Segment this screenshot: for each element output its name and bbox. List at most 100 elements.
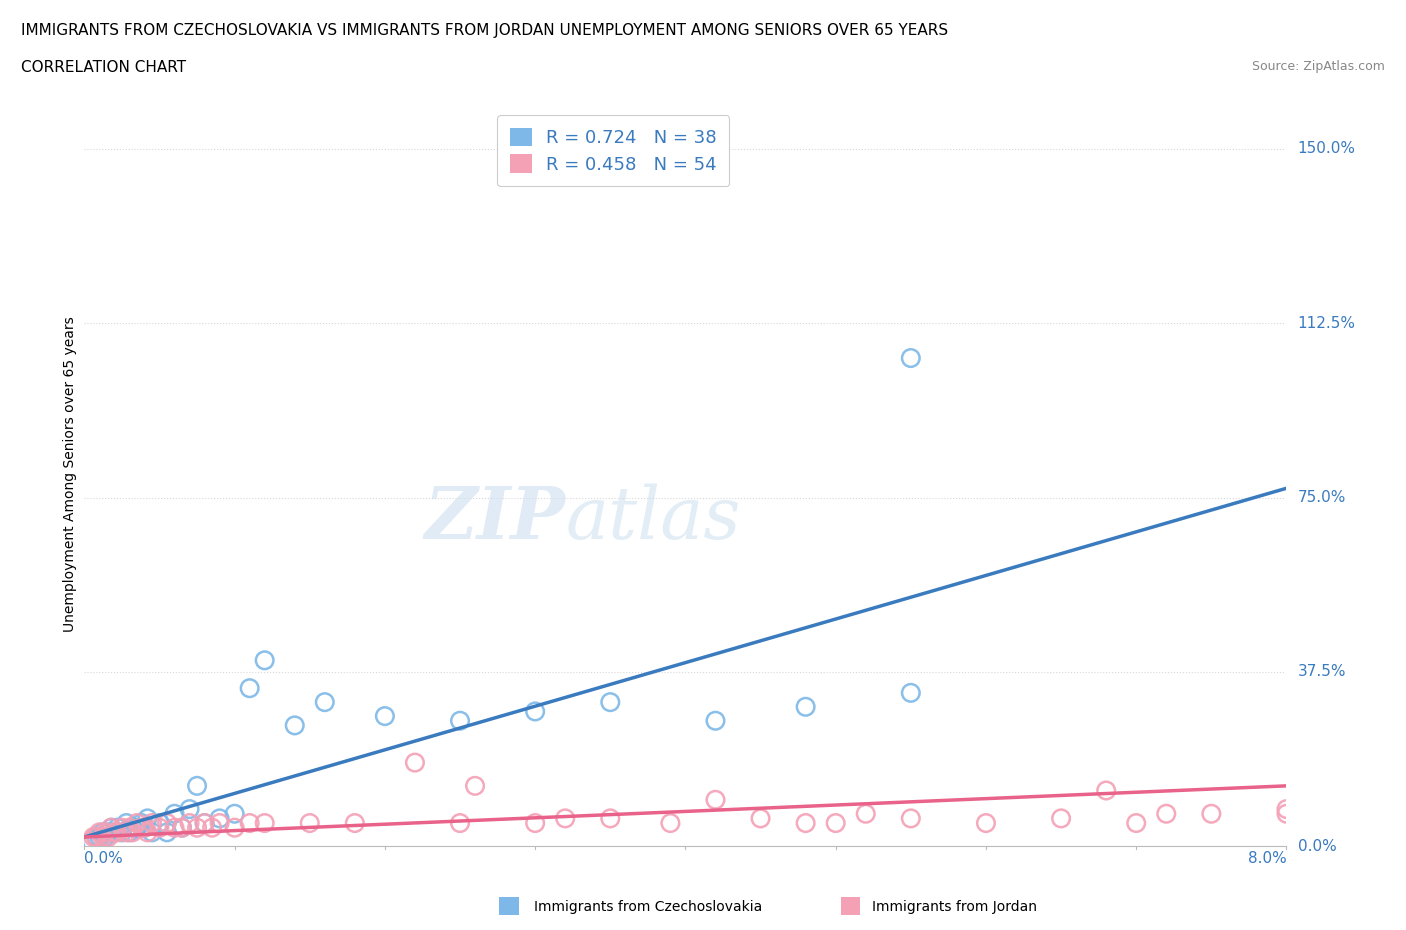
Text: 0.0%: 0.0% xyxy=(1298,839,1336,854)
Point xyxy=(107,825,129,840)
Point xyxy=(1050,811,1073,826)
Text: atlas: atlas xyxy=(565,484,741,554)
Point xyxy=(704,792,727,807)
Text: IMMIGRANTS FROM CZECHOSLOVAKIA VS IMMIGRANTS FROM JORDAN UNEMPLOYMENT AMONG SENI: IMMIGRANTS FROM CZECHOSLOVAKIA VS IMMIGR… xyxy=(21,23,948,38)
Point xyxy=(79,834,101,849)
Point xyxy=(554,811,576,826)
Point xyxy=(82,830,104,844)
Point xyxy=(1275,802,1298,817)
Point xyxy=(94,830,117,844)
Point xyxy=(86,830,108,844)
Y-axis label: Unemployment Among Seniors over 65 years: Unemployment Among Seniors over 65 years xyxy=(63,316,77,632)
Point xyxy=(974,816,997,830)
Point xyxy=(239,681,262,696)
Text: 37.5%: 37.5% xyxy=(1298,664,1346,680)
Point xyxy=(170,820,193,835)
Point xyxy=(141,816,163,830)
Point xyxy=(404,755,426,770)
Text: Source: ZipAtlas.com: Source: ZipAtlas.com xyxy=(1251,60,1385,73)
Point xyxy=(343,816,366,830)
Point xyxy=(704,713,727,728)
Point xyxy=(449,816,471,830)
Point xyxy=(599,811,621,826)
Point xyxy=(464,778,486,793)
Point xyxy=(111,820,134,835)
Point xyxy=(794,816,817,830)
Point xyxy=(94,825,117,840)
Point xyxy=(900,685,922,700)
Point xyxy=(179,802,201,817)
Point xyxy=(208,816,231,830)
Point xyxy=(253,653,276,668)
Text: Immigrants from Jordan: Immigrants from Jordan xyxy=(872,899,1036,914)
Text: 75.0%: 75.0% xyxy=(1298,490,1346,505)
Point xyxy=(1275,806,1298,821)
Point xyxy=(170,820,193,835)
Point xyxy=(115,816,138,830)
Point xyxy=(97,830,120,844)
Point xyxy=(100,820,122,835)
Text: 150.0%: 150.0% xyxy=(1298,141,1355,156)
Text: 112.5%: 112.5% xyxy=(1298,315,1355,331)
Text: 8.0%: 8.0% xyxy=(1247,851,1286,866)
Point xyxy=(103,825,125,840)
Text: 0.0%: 0.0% xyxy=(84,851,124,866)
Point xyxy=(89,825,111,840)
Text: Immigrants from Czechoslovakia: Immigrants from Czechoslovakia xyxy=(534,899,762,914)
Point xyxy=(107,820,129,835)
Text: CORRELATION CHART: CORRELATION CHART xyxy=(21,60,186,75)
Point xyxy=(253,816,276,830)
Point xyxy=(86,830,108,844)
Point xyxy=(208,811,231,826)
Point xyxy=(194,816,217,830)
Point xyxy=(103,825,125,840)
Point xyxy=(111,825,134,840)
Point xyxy=(1156,806,1178,821)
Point xyxy=(121,825,143,840)
Point xyxy=(91,825,114,840)
Point xyxy=(118,825,141,840)
Point xyxy=(125,816,148,830)
Point xyxy=(900,811,922,826)
Point xyxy=(100,820,122,835)
Point xyxy=(156,816,179,830)
Point xyxy=(1095,783,1118,798)
Point xyxy=(141,825,163,840)
Point xyxy=(900,351,922,365)
Point xyxy=(794,699,817,714)
Point xyxy=(131,820,153,835)
Point xyxy=(91,830,114,844)
Point xyxy=(148,816,170,830)
Point xyxy=(89,830,111,844)
Point xyxy=(125,820,148,835)
Text: ZIP: ZIP xyxy=(425,484,565,554)
Point xyxy=(148,820,170,835)
Point xyxy=(749,811,772,826)
Point xyxy=(201,820,224,835)
Point xyxy=(314,695,336,710)
Point xyxy=(824,816,846,830)
Point xyxy=(1125,816,1147,830)
Legend: R = 0.724   N = 38, R = 0.458   N = 54: R = 0.724 N = 38, R = 0.458 N = 54 xyxy=(498,115,730,186)
Point xyxy=(239,816,262,830)
Point xyxy=(186,778,208,793)
Point xyxy=(80,834,103,849)
Point xyxy=(97,825,120,840)
Point xyxy=(179,816,201,830)
Point xyxy=(121,820,143,835)
Point xyxy=(374,709,396,724)
Point xyxy=(163,820,186,835)
Point xyxy=(136,825,159,840)
Point xyxy=(194,816,217,830)
Point xyxy=(118,820,141,835)
Point xyxy=(449,713,471,728)
Point xyxy=(134,820,156,835)
Point xyxy=(298,816,321,830)
Point xyxy=(163,806,186,821)
Point xyxy=(136,811,159,826)
Point xyxy=(659,816,682,830)
Point xyxy=(284,718,307,733)
Point xyxy=(524,816,547,830)
Point xyxy=(186,820,208,835)
Point xyxy=(156,825,179,840)
